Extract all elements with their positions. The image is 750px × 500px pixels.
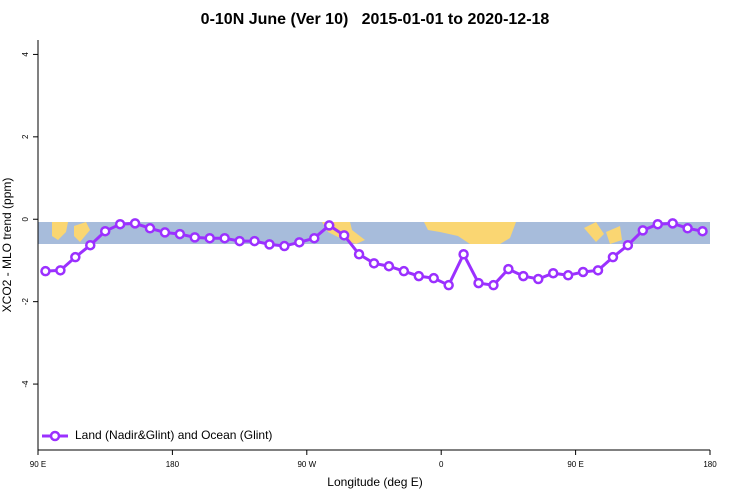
x-tick-label: 90 E xyxy=(567,460,583,469)
data-point xyxy=(652,218,663,230)
data-point xyxy=(637,225,649,236)
data-point xyxy=(70,251,81,263)
x-axis-label: Longitude (deg E) xyxy=(327,475,422,489)
data-point xyxy=(547,267,559,279)
data-point xyxy=(353,249,365,260)
data-point xyxy=(219,232,230,244)
data-point xyxy=(398,265,410,277)
land xyxy=(584,222,622,244)
data-point xyxy=(174,228,186,240)
data-point xyxy=(518,270,529,282)
data-point xyxy=(458,249,469,260)
land xyxy=(424,222,516,244)
data-point xyxy=(607,251,619,263)
data-point xyxy=(443,279,454,291)
land xyxy=(52,222,90,242)
y-tick-label: 2 xyxy=(21,134,30,139)
data-point xyxy=(338,230,350,241)
data-point xyxy=(294,237,305,248)
data-point xyxy=(383,260,395,272)
legend-marker xyxy=(49,430,61,442)
data-point xyxy=(264,239,275,250)
data-point xyxy=(697,225,708,237)
data-point xyxy=(622,239,634,251)
y-axis-label: XCO2 - MLO trend (ppm) xyxy=(0,178,14,313)
data-point xyxy=(249,235,260,247)
data-point xyxy=(279,240,290,252)
data-point xyxy=(533,273,544,285)
x-tick-label: 90 E xyxy=(30,460,46,469)
data-point xyxy=(159,227,171,238)
data-point xyxy=(682,223,693,234)
x-tick-label: 180 xyxy=(166,460,180,469)
data-point xyxy=(114,218,126,230)
data-point xyxy=(99,225,111,237)
data-point xyxy=(592,265,604,276)
x-tick-label: 90 W xyxy=(297,460,316,469)
data-point xyxy=(323,220,335,231)
y-tick-label: 4 xyxy=(21,52,30,57)
y-tick-label: -2 xyxy=(21,298,30,306)
x-tick-label: 0 xyxy=(439,460,444,469)
data-point xyxy=(667,218,678,229)
chart-title: 0-10N June (Ver 10) 2015-01-01 to 2020-1… xyxy=(201,11,550,28)
x-tick-label: 180 xyxy=(703,460,717,469)
data-point xyxy=(189,232,201,243)
data-point xyxy=(413,270,425,282)
legend-label: Land (Nadir&Glint) and Ocean (Glint) xyxy=(75,428,272,442)
data-point xyxy=(488,279,499,291)
data-point xyxy=(368,258,380,269)
data-point xyxy=(577,266,589,278)
data-point xyxy=(144,223,156,234)
data-point xyxy=(234,235,245,247)
data-point xyxy=(40,265,51,277)
y-tick-label: 0 xyxy=(21,216,30,221)
data-point xyxy=(309,232,320,244)
y-tick-label: -4 xyxy=(21,380,30,388)
data-point xyxy=(503,263,514,275)
data-point xyxy=(129,218,141,229)
data-point xyxy=(473,277,484,289)
data-point xyxy=(204,232,215,244)
data-point xyxy=(85,239,96,251)
data-point xyxy=(562,270,574,281)
data-point xyxy=(55,265,66,276)
data-point xyxy=(428,272,439,284)
